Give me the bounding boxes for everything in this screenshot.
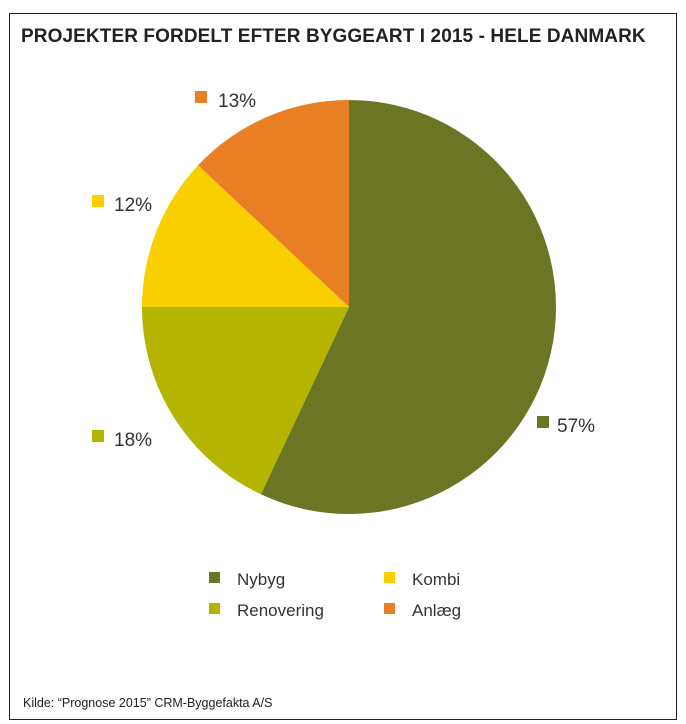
- slice-label-kombi: 12%: [114, 195, 152, 216]
- legend-swatch-renovering: [209, 603, 220, 614]
- legend-label-renovering: Renovering: [237, 601, 324, 620]
- pie-slice-nybyg: [260, 100, 556, 514]
- slice-label-swatch-renovering: [92, 430, 104, 442]
- slice-label-anlaeg: 13%: [218, 91, 256, 112]
- slice-label-nybyg: 57%: [557, 416, 595, 437]
- legend-label-anlaeg: Anlæg: [412, 601, 461, 620]
- legend-label-nybyg: Nybyg: [237, 570, 285, 589]
- pie-slice-kombi: [142, 165, 349, 307]
- slice-label-renovering: 18%: [114, 430, 152, 451]
- source-note: Kilde: “Prognose 2015” CRM-Byggefakta A/…: [23, 696, 273, 710]
- slice-label-swatch-kombi: [92, 195, 104, 207]
- slice-label-swatch-anlaeg: [195, 91, 207, 103]
- chart-title: PROJEKTER FORDELT EFTER BYGGEART I 2015 …: [21, 26, 646, 47]
- pie-chart: 57% 18% 12% 13% Nybyg Kombi Renovering Anlæg: [92, 91, 595, 620]
- legend-swatch-kombi: [384, 572, 395, 583]
- legend-swatch-nybyg: [209, 572, 220, 583]
- pie-slice-renovering: [142, 307, 349, 495]
- pie-slice-anlaeg: [198, 100, 349, 307]
- slice-label-swatch-nybyg: [537, 416, 549, 428]
- chart-frame: PROJEKTER FORDELT EFTER BYGGEART I 2015 …: [9, 13, 677, 720]
- legend-swatch-anlaeg: [384, 603, 395, 614]
- legend-label-kombi: Kombi: [412, 570, 460, 589]
